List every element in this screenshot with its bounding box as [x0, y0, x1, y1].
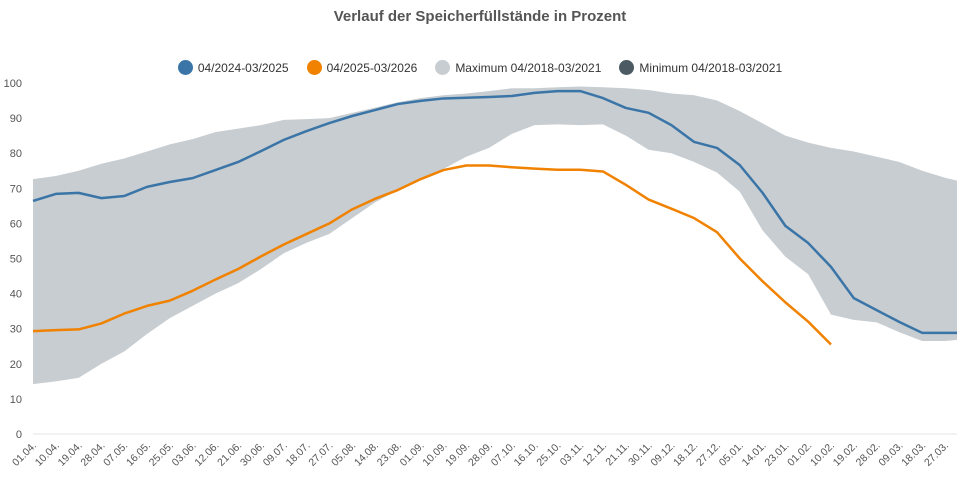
legend-label-maximum: Maximum 04/2018-03/2021	[455, 60, 602, 75]
x-tick-label: 14.08.	[352, 440, 381, 469]
legend-marker-minimum	[619, 60, 635, 75]
x-tick-label: 12.06.	[192, 440, 221, 469]
legend-marker-2024	[177, 60, 193, 75]
x-tick-label: 18.07.	[284, 440, 313, 469]
x-tick-label: 27.03.	[922, 440, 951, 469]
x-tick-label: 05.01.	[717, 440, 746, 469]
legend-item-2024[interactable]: 04/2024-03/2025	[177, 60, 289, 75]
x-tick-label: 30.11.	[626, 440, 655, 469]
chart-title: Verlauf der Speicherfüllstände in Prozen…	[333, 8, 627, 25]
legend-marker-2025	[306, 60, 322, 75]
y-tick-label: 60	[10, 218, 22, 230]
x-tick-label: 30.06.	[238, 440, 267, 469]
x-tick-label: 16.05.	[124, 440, 153, 469]
legend-label-minimum: Minimum 04/2018-03/2021	[639, 60, 783, 75]
legend-item-maximum[interactable]: Maximum 04/2018-03/2021	[435, 60, 601, 75]
x-tick-label: 01.09.	[398, 440, 427, 469]
x-tick-label: 09.12.	[648, 440, 677, 469]
y-tick-label: 90	[10, 113, 22, 125]
x-tick-label: 12.11.	[581, 440, 610, 469]
x-tick-label: 28.02.	[854, 440, 883, 469]
x-tick-label: 05.08.	[329, 440, 358, 469]
legend-item-minimum[interactable]: Minimum 04/2018-03/2021	[619, 60, 782, 75]
legend-item-2025[interactable]: 04/2025-03/2026	[306, 60, 418, 75]
x-tick-label: 10.02.	[808, 440, 837, 469]
x-tick-label: 28.09.	[466, 440, 495, 469]
x-tick-label: 18.03.	[899, 440, 928, 469]
x-tick-label: 27.12.	[694, 440, 723, 469]
y-tick-label: 40	[10, 289, 22, 301]
min-max-band	[33, 86, 957, 385]
x-tick-label: 21.06.	[215, 440, 244, 469]
x-tick-label: 27.07.	[306, 440, 335, 469]
y-tick-label: 30	[10, 324, 22, 336]
series-line-2025-2026	[32, 164, 832, 346]
x-tick-label: 01.04.	[10, 440, 39, 469]
x-tick-label: 03.11.	[558, 440, 587, 469]
y-tick-label: 70	[10, 183, 22, 195]
x-tick-label: 19.02.	[831, 440, 860, 469]
x-tick-label: 01.02.	[785, 440, 814, 469]
x-tick-label: 09.07.	[261, 440, 290, 469]
x-tick-label: 19.09.	[443, 440, 472, 469]
legend-marker-maximum	[435, 60, 451, 75]
y-tick-label: 100	[4, 78, 22, 90]
legend-label-2024: 04/2024-03/2025	[197, 60, 289, 75]
x-tick-label: 21.11.	[603, 440, 632, 469]
x-tick-label: 07.10.	[489, 440, 518, 469]
x-tick-label: 23.08.	[375, 440, 404, 469]
legend-label-2025: 04/2025-03/2026	[326, 60, 418, 75]
x-tick-label: 19.04.	[56, 440, 85, 469]
legend: 04/2024-03/2025 04/2025-03/2026 Maximum …	[0, 60, 960, 75]
y-tick-label: 10	[10, 394, 22, 406]
x-tick-label: 16.10.	[512, 440, 541, 469]
x-tick-label: 25.10.	[534, 440, 563, 469]
x-tick-label: 28.04.	[78, 440, 107, 469]
y-tick-label: 50	[10, 254, 22, 266]
x-tick-label: 10.04.	[33, 440, 62, 469]
x-tick-label: 10.09.	[420, 440, 449, 469]
x-tick-label: 23.01.	[762, 440, 791, 469]
x-tick-label: 18.12.	[671, 440, 700, 469]
x-tick-label: 14.01.	[740, 440, 769, 469]
x-tick-label: 07.05.	[101, 440, 130, 469]
series-line-2024-2025	[32, 89, 957, 335]
y-tick-label: 0	[16, 429, 22, 441]
y-tick-label: 80	[10, 148, 22, 160]
y-tick-label: 20	[10, 359, 22, 371]
x-tick-label: 03.06.	[170, 440, 199, 469]
x-tick-label: 09.03.	[876, 440, 905, 469]
x-tick-label: 25.05.	[147, 440, 176, 469]
